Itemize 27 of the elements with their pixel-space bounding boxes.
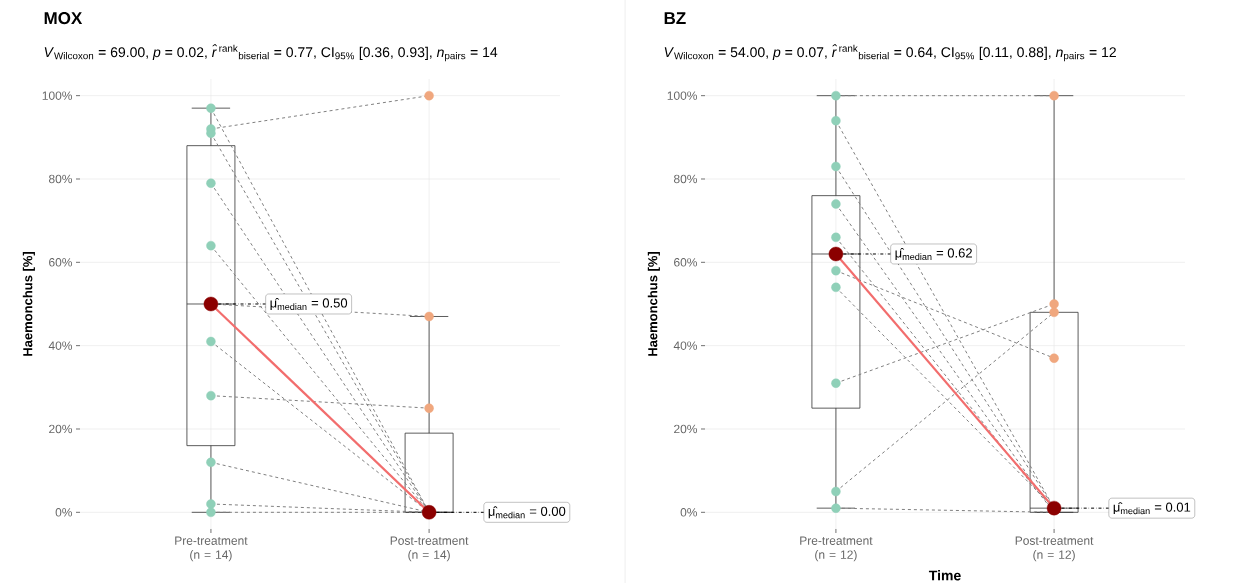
y-tick-label: 0% (55, 508, 73, 517)
x-tick-label: Pre-treatment (n = 12) (800, 536, 873, 562)
y-tick-label: 60% (49, 258, 73, 267)
chart-title: MOX (44, 12, 83, 25)
chart-title: BZ (664, 12, 686, 24)
x-axis-title: Time (928, 570, 961, 581)
x-tick-label: Post-treatment (n = 12) (1015, 536, 1094, 562)
text: V$_{Wilcoxon}$ = 69.00, p = 0.02, r̂$^{rank}$$_{biserial}$ = 0.77, CI$_{95%}$ [0.36, 0.93], n$_{pairs}$ = 14 (44, 44, 498, 62)
y-tick-label: 40% (673, 341, 698, 350)
x-tick-label: Pre-treatment (n = 14) (175, 536, 248, 562)
annotation: μ̂$_{median}$ = 0.62 (895, 247, 972, 260)
y-tick-label: 40% (48, 341, 73, 350)
y-tick-label: 80% (48, 174, 73, 184)
annotation: μ̂$_{median}$ = 0.50 (270, 297, 348, 310)
y-tick-label: 0% (680, 508, 698, 517)
y-axis-title: Haemonchus [%] (22, 252, 35, 356)
y-tick-label: 100% (42, 91, 73, 100)
y-axis-title: Haemonchus [%] (647, 252, 660, 356)
y-tick-label: 80% (673, 174, 698, 184)
x-tick-label: Post-treatment (n = 14) (390, 536, 469, 562)
annotation: μ̂$_{median}$ = 0.01 (1113, 502, 1191, 515)
y-tick-label: 20% (49, 424, 73, 434)
y-tick-label: 60% (674, 258, 698, 267)
y-tick-label: 20% (674, 424, 698, 434)
annotation: μ̂$_{median}$ = 0.00 (488, 506, 566, 519)
text: V$_{Wilcoxon}$ = 54.00, p = 0.07, r̂$^{rank}$$_{biserial}$ = 0.64, CI$_{95%}$ [0.11, 0.88], n$_{pairs}$ = 12 (664, 44, 1116, 62)
y-tick-label: 100% (667, 91, 698, 100)
